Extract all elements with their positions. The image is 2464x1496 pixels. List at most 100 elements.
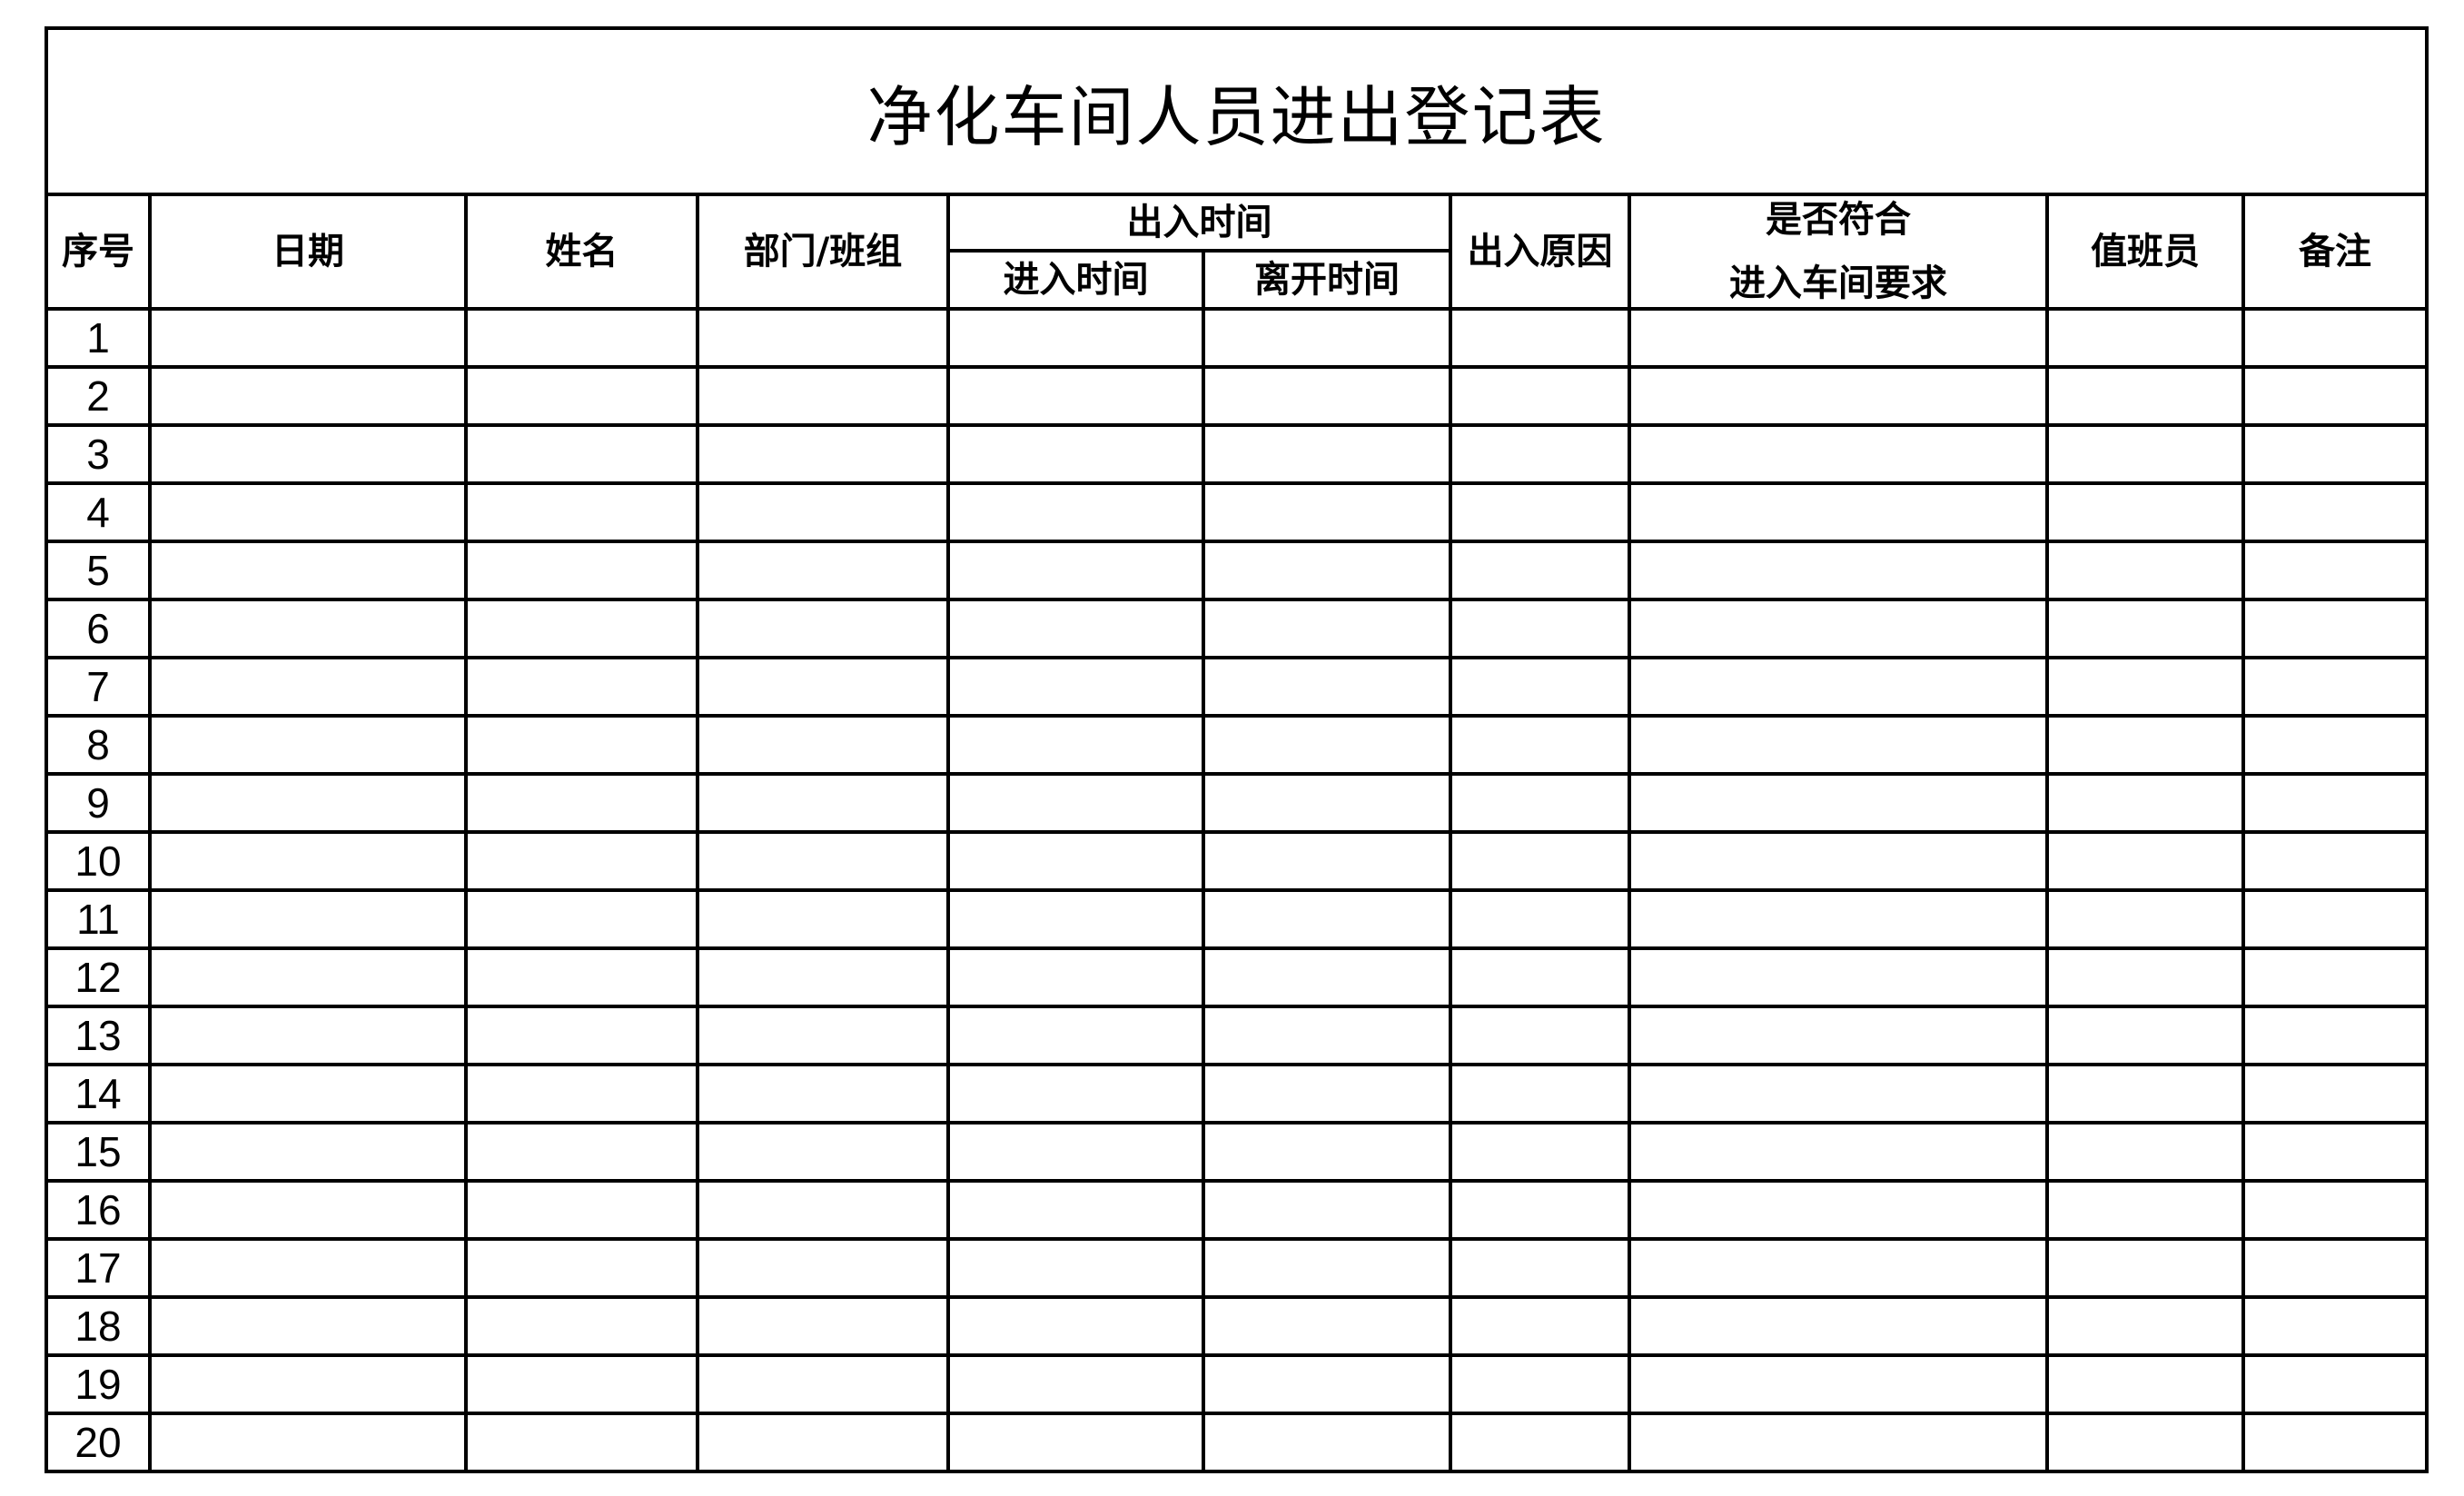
cell-dept[interactable] [696,1121,950,1183]
cell-duty[interactable] [2045,307,2245,369]
cell-remark[interactable] [2241,1295,2429,1357]
cell-date[interactable] [148,714,468,776]
cell-name[interactable] [464,1063,699,1124]
cell-date[interactable] [148,1005,468,1066]
cell-dept[interactable] [696,1412,950,1473]
cell-duty[interactable] [2045,1179,2245,1241]
cell-reason[interactable] [1449,1005,1631,1066]
cell-leave-time[interactable] [1202,656,1452,718]
cell-date[interactable] [148,540,468,601]
cell-leave-time[interactable] [1202,1005,1452,1066]
cell-dept[interactable] [696,307,950,369]
cell-name[interactable] [464,1005,699,1066]
cell-duty[interactable] [2045,714,2245,776]
cell-reason[interactable] [1449,1353,1631,1415]
cell-enter-time[interactable] [946,423,1205,485]
cell-enter-time[interactable] [946,946,1205,1008]
cell-compliance[interactable] [1628,888,2049,950]
cell-dept[interactable] [696,423,950,485]
cell-duty[interactable] [2045,365,2245,427]
cell-leave-time[interactable] [1202,1121,1452,1183]
cell-dept[interactable] [696,1005,950,1066]
cell-leave-time[interactable] [1202,598,1452,659]
cell-enter-time[interactable] [946,830,1205,892]
cell-enter-time[interactable] [946,714,1205,776]
cell-date[interactable] [148,830,468,892]
cell-dept[interactable] [696,772,950,834]
cell-name[interactable] [464,656,699,718]
cell-compliance[interactable] [1628,423,2049,485]
cell-reason[interactable] [1449,1179,1631,1241]
cell-remark[interactable] [2241,1353,2429,1415]
cell-name[interactable] [464,888,699,950]
cell-dept[interactable] [696,830,950,892]
cell-duty[interactable] [2045,946,2245,1008]
cell-enter-time[interactable] [946,307,1205,369]
cell-remark[interactable] [2241,946,2429,1008]
cell-remark[interactable] [2241,1063,2429,1124]
cell-remark[interactable] [2241,830,2429,892]
cell-date[interactable] [148,481,468,543]
cell-date[interactable] [148,946,468,1008]
cell-reason[interactable] [1449,772,1631,834]
cell-remark[interactable] [2241,1412,2429,1473]
cell-dept[interactable] [696,1353,950,1415]
cell-compliance[interactable] [1628,365,2049,427]
cell-dept[interactable] [696,1295,950,1357]
cell-duty[interactable] [2045,598,2245,659]
cell-name[interactable] [464,946,699,1008]
cell-compliance[interactable] [1628,946,2049,1008]
cell-name[interactable] [464,598,699,659]
cell-reason[interactable] [1449,1412,1631,1473]
cell-duty[interactable] [2045,656,2245,718]
cell-leave-time[interactable] [1202,714,1452,776]
cell-enter-time[interactable] [946,598,1205,659]
cell-reason[interactable] [1449,1295,1631,1357]
cell-enter-time[interactable] [946,1179,1205,1241]
cell-compliance[interactable] [1628,598,2049,659]
cell-name[interactable] [464,1412,699,1473]
cell-dept[interactable] [696,540,950,601]
cell-name[interactable] [464,1121,699,1183]
cell-date[interactable] [148,1237,468,1299]
cell-remark[interactable] [2241,540,2429,601]
cell-date[interactable] [148,1295,468,1357]
cell-date[interactable] [148,1412,468,1473]
cell-name[interactable] [464,714,699,776]
cell-dept[interactable] [696,888,950,950]
cell-reason[interactable] [1449,540,1631,601]
cell-enter-time[interactable] [946,1237,1205,1299]
cell-remark[interactable] [2241,1005,2429,1066]
cell-remark[interactable] [2241,1237,2429,1299]
cell-duty[interactable] [2045,888,2245,950]
cell-leave-time[interactable] [1202,307,1452,369]
cell-reason[interactable] [1449,1063,1631,1124]
cell-dept[interactable] [696,365,950,427]
cell-date[interactable] [148,1063,468,1124]
cell-leave-time[interactable] [1202,481,1452,543]
cell-compliance[interactable] [1628,1353,2049,1415]
cell-reason[interactable] [1449,888,1631,950]
cell-date[interactable] [148,365,468,427]
cell-compliance[interactable] [1628,1005,2049,1066]
cell-name[interactable] [464,423,699,485]
cell-name[interactable] [464,1353,699,1415]
cell-duty[interactable] [2045,830,2245,892]
cell-remark[interactable] [2241,481,2429,543]
cell-compliance[interactable] [1628,1237,2049,1299]
cell-enter-time[interactable] [946,540,1205,601]
cell-enter-time[interactable] [946,772,1205,834]
cell-leave-time[interactable] [1202,1412,1452,1473]
cell-leave-time[interactable] [1202,1353,1452,1415]
cell-compliance[interactable] [1628,656,2049,718]
cell-duty[interactable] [2045,1295,2245,1357]
cell-remark[interactable] [2241,888,2429,950]
cell-compliance[interactable] [1628,307,2049,369]
cell-enter-time[interactable] [946,1121,1205,1183]
cell-duty[interactable] [2045,1121,2245,1183]
cell-name[interactable] [464,772,699,834]
cell-reason[interactable] [1449,365,1631,427]
cell-name[interactable] [464,1295,699,1357]
cell-remark[interactable] [2241,656,2429,718]
cell-enter-time[interactable] [946,1412,1205,1473]
